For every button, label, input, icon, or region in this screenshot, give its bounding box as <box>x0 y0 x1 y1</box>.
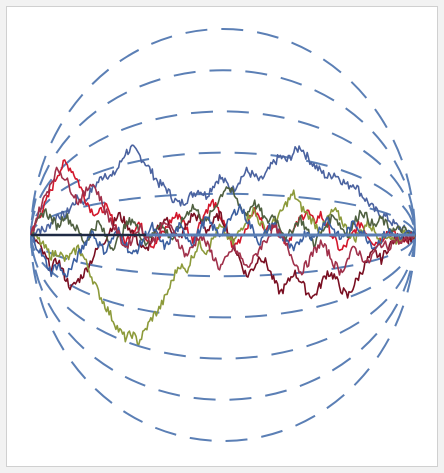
chart-panel <box>6 6 438 467</box>
series-line-7 <box>30 166 416 276</box>
series-line-6 <box>31 203 416 278</box>
series-line-4 <box>30 189 416 346</box>
series-line-3 <box>30 210 416 300</box>
chart-plot <box>30 28 416 442</box>
series-lines <box>30 144 416 346</box>
